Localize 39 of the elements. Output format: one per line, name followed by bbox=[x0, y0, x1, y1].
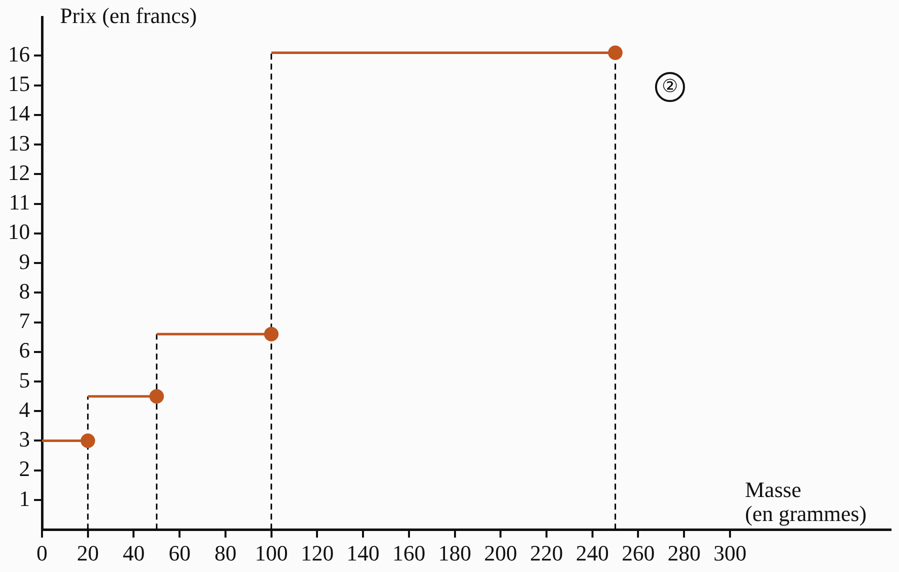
y-tick-label: 1 bbox=[19, 486, 30, 511]
point bbox=[80, 433, 96, 448]
y-tick-label: 5 bbox=[19, 367, 30, 392]
x-tick-label: 260 bbox=[622, 540, 655, 566]
y-tick-label: 11 bbox=[8, 190, 30, 215]
x-tick-label: 140 bbox=[346, 540, 380, 566]
y-tick-label: 14 bbox=[8, 100, 30, 126]
y-tick-label: 7 bbox=[19, 308, 30, 334]
y-tick-label: 4 bbox=[19, 396, 30, 422]
y-tick-label: 8 bbox=[19, 278, 30, 304]
x-tick-label: 200 bbox=[484, 540, 518, 566]
annotation: ② bbox=[655, 72, 685, 102]
y-tick-label: 10 bbox=[8, 219, 30, 244]
x-tick-label: 300 bbox=[713, 540, 746, 566]
y-tick-label: 6 bbox=[19, 338, 30, 363]
point bbox=[149, 389, 164, 404]
y-tick-label: 9 bbox=[19, 248, 30, 274]
x-tick-label: 180 bbox=[438, 540, 472, 566]
x-axis-title: Masse (en grammes) bbox=[745, 477, 867, 526]
y-tick-label: 13 bbox=[8, 130, 30, 156]
point bbox=[608, 45, 623, 60]
x-tick-label: 240 bbox=[576, 540, 609, 566]
x-tick-label: 280 bbox=[668, 540, 701, 566]
x-tick-label: 60 bbox=[168, 540, 191, 566]
y-tick-label: 3 bbox=[19, 426, 30, 452]
y-tick-label: 16 bbox=[8, 41, 30, 66]
x-tick-label: 80 bbox=[214, 540, 236, 566]
x-tick-label: 40 bbox=[122, 540, 145, 566]
x-tick-label: 120 bbox=[300, 540, 334, 566]
y-axis-title: Prix (en francs) bbox=[60, 3, 197, 28]
x-tick-label: 20 bbox=[76, 540, 99, 566]
x-tick-label: 220 bbox=[530, 540, 564, 566]
y-tick-label: 2 bbox=[19, 456, 30, 482]
x-tick-label: 0 bbox=[36, 540, 48, 566]
y-tick-label: 15 bbox=[8, 71, 30, 96]
x-tick-label: 160 bbox=[392, 540, 426, 566]
y-tick-label: 12 bbox=[8, 160, 30, 185]
x-tick-label: 100 bbox=[254, 540, 288, 566]
point bbox=[264, 326, 279, 342]
